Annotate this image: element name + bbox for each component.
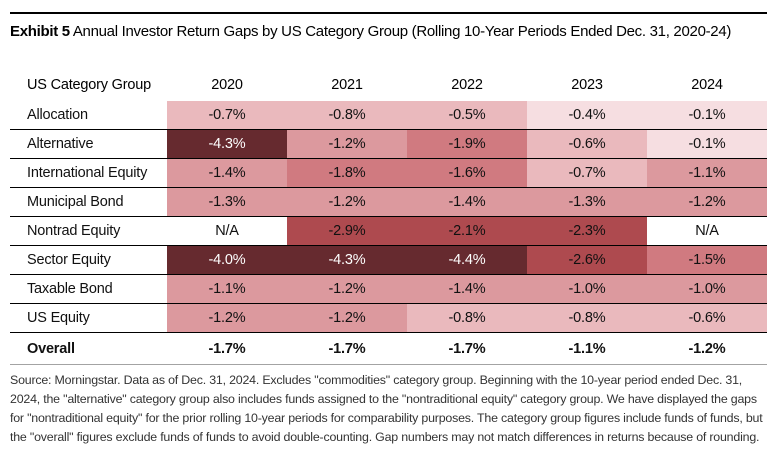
category-label: Allocation — [10, 101, 167, 130]
gap-cell: -0.7% — [167, 101, 287, 130]
gap-cell: -1.0% — [647, 274, 767, 304]
gap-cell: -1.2% — [647, 332, 767, 365]
column-header-year: 2021 — [331, 77, 363, 93]
gap-cell: -1.3% — [167, 187, 287, 217]
gap-cell: -1.0% — [527, 274, 647, 304]
top-rule-divider — [10, 12, 767, 14]
gap-cell: -1.1% — [527, 332, 647, 365]
gap-cell: -1.2% — [647, 187, 767, 217]
gap-cell: -1.2% — [287, 187, 407, 217]
gap-cell: -0.1% — [647, 101, 767, 130]
gap-cell: -1.2% — [287, 274, 407, 304]
gap-cell: -0.8% — [287, 101, 407, 130]
gap-cell: -0.7% — [527, 158, 647, 188]
gap-cell: N/A — [167, 216, 287, 246]
category-label: International Equity — [10, 158, 167, 188]
table-header-row: US Category Group 2020 2021 2022 2023 20… — [10, 73, 767, 101]
category-label: Municipal Bond — [10, 187, 167, 217]
return-gaps-table: US Category Group 2020 2021 2022 2023 20… — [10, 73, 767, 365]
gap-cell: -0.1% — [647, 129, 767, 159]
category-label: US Equity — [10, 303, 167, 333]
table-row: Municipal Bond -1.3% -1.2% -1.4% -1.3% -1.2% — [10, 187, 767, 217]
gap-cell: -1.2% — [167, 303, 287, 333]
gap-cell: -1.2% — [287, 303, 407, 333]
gap-cell: -1.4% — [407, 187, 527, 217]
gap-cell: -1.7% — [407, 332, 527, 365]
gap-cell: -1.9% — [407, 129, 527, 159]
gap-cell: -4.0% — [167, 245, 287, 275]
category-label: Sector Equity — [10, 245, 167, 275]
gap-cell: -1.2% — [287, 129, 407, 159]
gap-cell: -4.3% — [167, 129, 287, 159]
category-label: Nontrad Equity — [10, 216, 167, 246]
gap-cell: -2.3% — [527, 216, 647, 246]
overall-row: Overall -1.7% -1.7% -1.7% -1.1% -1.2% — [10, 332, 767, 365]
gap-cell: -2.6% — [527, 245, 647, 275]
column-header-year: 2022 — [451, 77, 483, 93]
gap-cell: -4.4% — [407, 245, 527, 275]
gap-cell: -0.5% — [407, 101, 527, 130]
gap-cell: -1.7% — [287, 332, 407, 365]
gap-cell: -1.7% — [167, 332, 287, 365]
gap-cell: -1.8% — [287, 158, 407, 188]
gap-cell: -1.1% — [167, 274, 287, 304]
gap-cell: -2.9% — [287, 216, 407, 246]
category-label: Alternative — [10, 129, 167, 159]
column-header-year: 2020 — [211, 77, 243, 93]
table-row: Allocation -0.7% -0.8% -0.5% -0.4% -0.1% — [10, 101, 767, 130]
gap-cell: -0.6% — [647, 303, 767, 333]
gap-cell: -0.6% — [527, 129, 647, 159]
exhibit-title: Exhibit 5 Annual Investor Return Gaps by… — [10, 23, 767, 40]
column-header-year: 2023 — [571, 77, 603, 93]
category-label: Taxable Bond — [10, 274, 167, 304]
gap-cell: -2.1% — [407, 216, 527, 246]
table-row: Alternative -4.3% -1.2% -1.9% -0.6% -0.1% — [10, 129, 767, 159]
gap-cell: -0.4% — [527, 101, 647, 130]
gap-cell: -1.1% — [647, 158, 767, 188]
gap-cell: -1.6% — [407, 158, 527, 188]
table-body: Allocation -0.7% -0.8% -0.5% -0.4% -0.1% Alter… — [10, 101, 767, 365]
table-row: Nontrad Equity N/A -2.9% -2.1% -2.3% N/A — [10, 216, 767, 246]
column-header-category: US Category Group — [27, 77, 151, 93]
table-row: Taxable Bond -1.1% -1.2% -1.4% -1.0% -1.0% — [10, 274, 767, 304]
gap-cell: -0.8% — [527, 303, 647, 333]
source-note: Source: Morningstar. Data as of Dec. 31,… — [10, 373, 763, 444]
gap-cell: -1.5% — [647, 245, 767, 275]
table-row: Sector Equity -4.0% -4.3% -4.4% -2.6% -1.5% — [10, 245, 767, 275]
exhibit-title-text: Annual Investor Return Gaps by US Catego… — [69, 23, 732, 40]
gap-cell: N/A — [647, 216, 767, 246]
table-row: US Equity -1.2% -1.2% -0.8% -0.8% -0.6% — [10, 303, 767, 333]
column-header-year: 2024 — [691, 77, 723, 93]
gap-cell: -0.8% — [407, 303, 527, 333]
gap-cell: -4.3% — [287, 245, 407, 275]
gap-cell: -1.4% — [407, 274, 527, 304]
category-label: Overall — [10, 332, 167, 365]
gap-cell: -1.3% — [527, 187, 647, 217]
exhibit-label: Exhibit 5 — [10, 23, 70, 40]
table-row: International Equity -1.4% -1.8% -1.6% -0.7%… — [10, 158, 767, 188]
gap-cell: -1.4% — [167, 158, 287, 188]
